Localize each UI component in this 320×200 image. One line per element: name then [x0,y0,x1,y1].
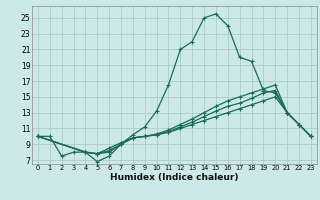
X-axis label: Humidex (Indice chaleur): Humidex (Indice chaleur) [110,173,239,182]
